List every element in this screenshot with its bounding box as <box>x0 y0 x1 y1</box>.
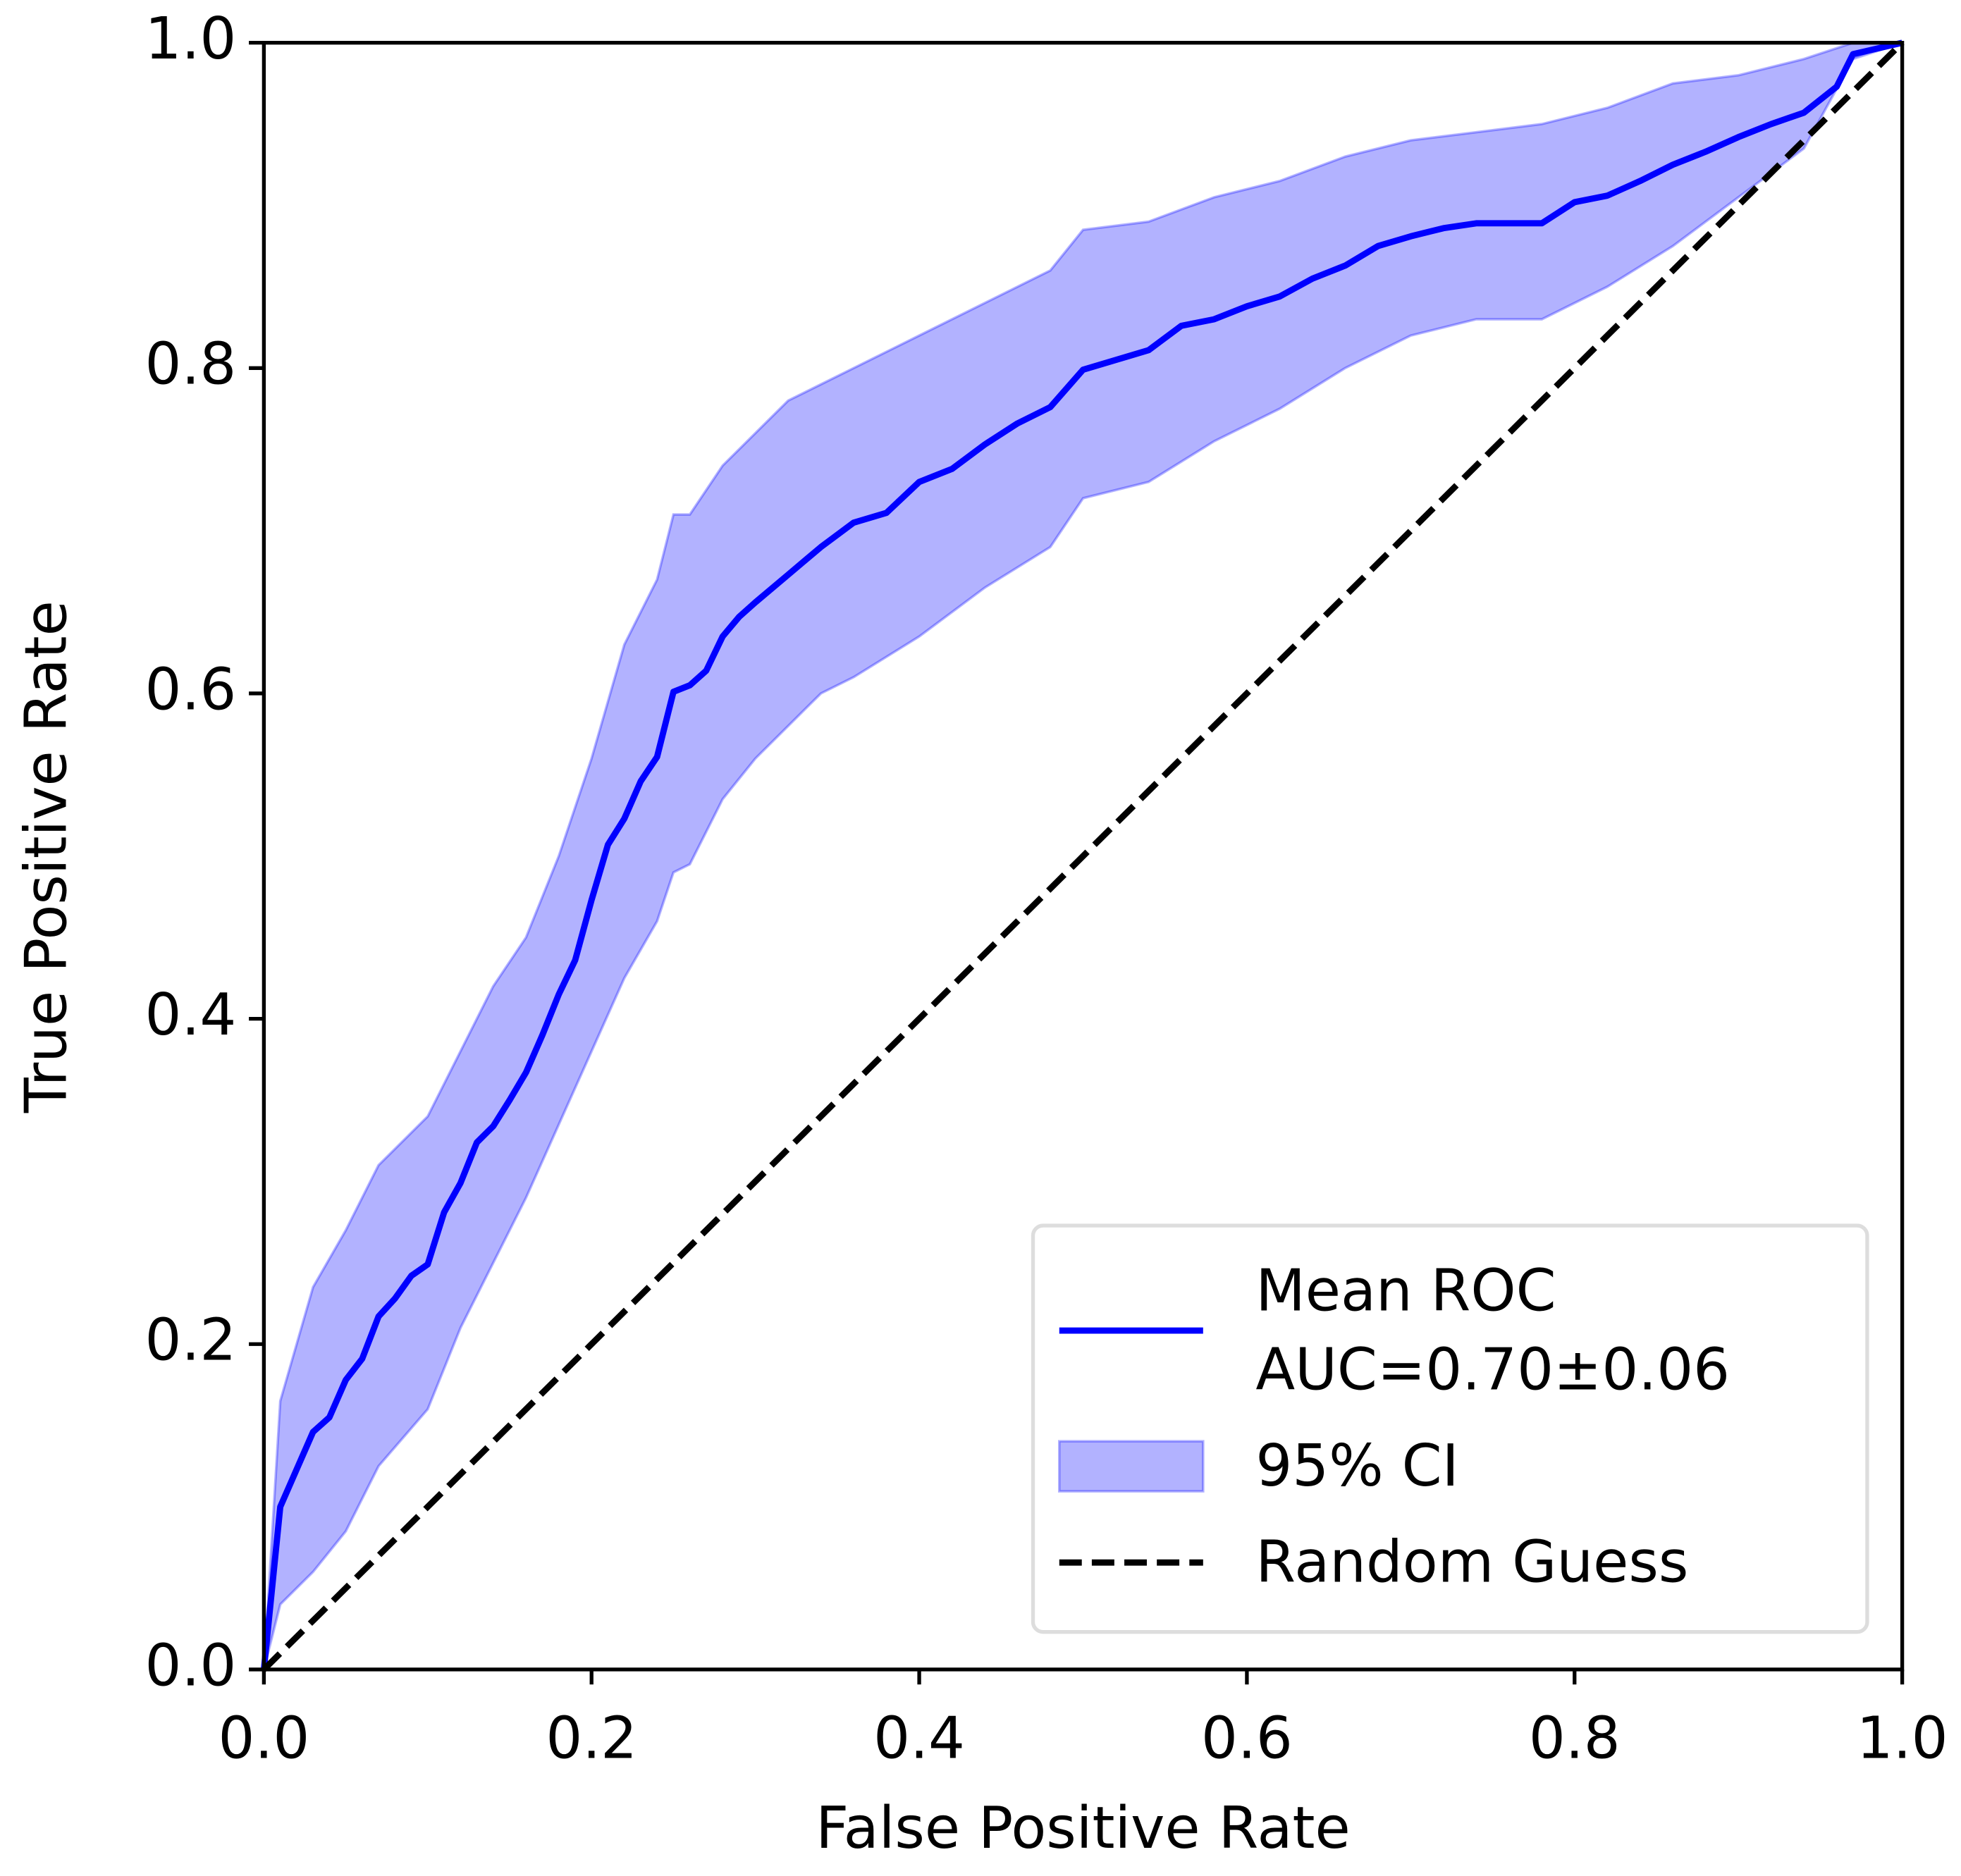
y-tick-label: 0.8 <box>145 331 237 398</box>
legend-label: Mean ROC AUC=0.70±0.06 <box>1255 1257 1731 1404</box>
y-axis-label: True Positive Rate <box>13 600 80 1113</box>
x-tick-label: 0.2 <box>546 1705 637 1772</box>
x-tick-label: 0.6 <box>1201 1705 1293 1772</box>
y-tick-label: 0.4 <box>145 982 237 1049</box>
x-tick-label: 0.0 <box>218 1705 309 1772</box>
legend-swatch <box>1058 1440 1205 1493</box>
x-tick-label: 0.4 <box>873 1705 965 1772</box>
legend-label: Random Guess <box>1255 1528 1689 1596</box>
legend-label-box: 95% CI <box>1255 1431 1459 1500</box>
reference-line <box>262 40 1905 1672</box>
x-axis-label: False Positive Rate <box>816 1795 1350 1862</box>
plot-frame <box>262 40 1905 1672</box>
legend-label-box: Random Guess <box>1255 1528 1689 1596</box>
y-tick-label: 0.6 <box>145 656 237 723</box>
x-tick-label: 1.0 <box>1857 1705 1948 1772</box>
legend-label-box: Mean ROC AUC=0.70±0.06 <box>1255 1257 1731 1404</box>
legend-box <box>1031 1223 1869 1634</box>
legend-label: 95% CI <box>1255 1431 1459 1500</box>
y-tick-label: 0.2 <box>145 1307 237 1374</box>
x-tick-label: 0.8 <box>1529 1705 1621 1772</box>
y-tick-label: 0.0 <box>145 1632 237 1699</box>
y-tick-label: 1.0 <box>145 6 237 73</box>
roc-line <box>260 39 1903 1670</box>
